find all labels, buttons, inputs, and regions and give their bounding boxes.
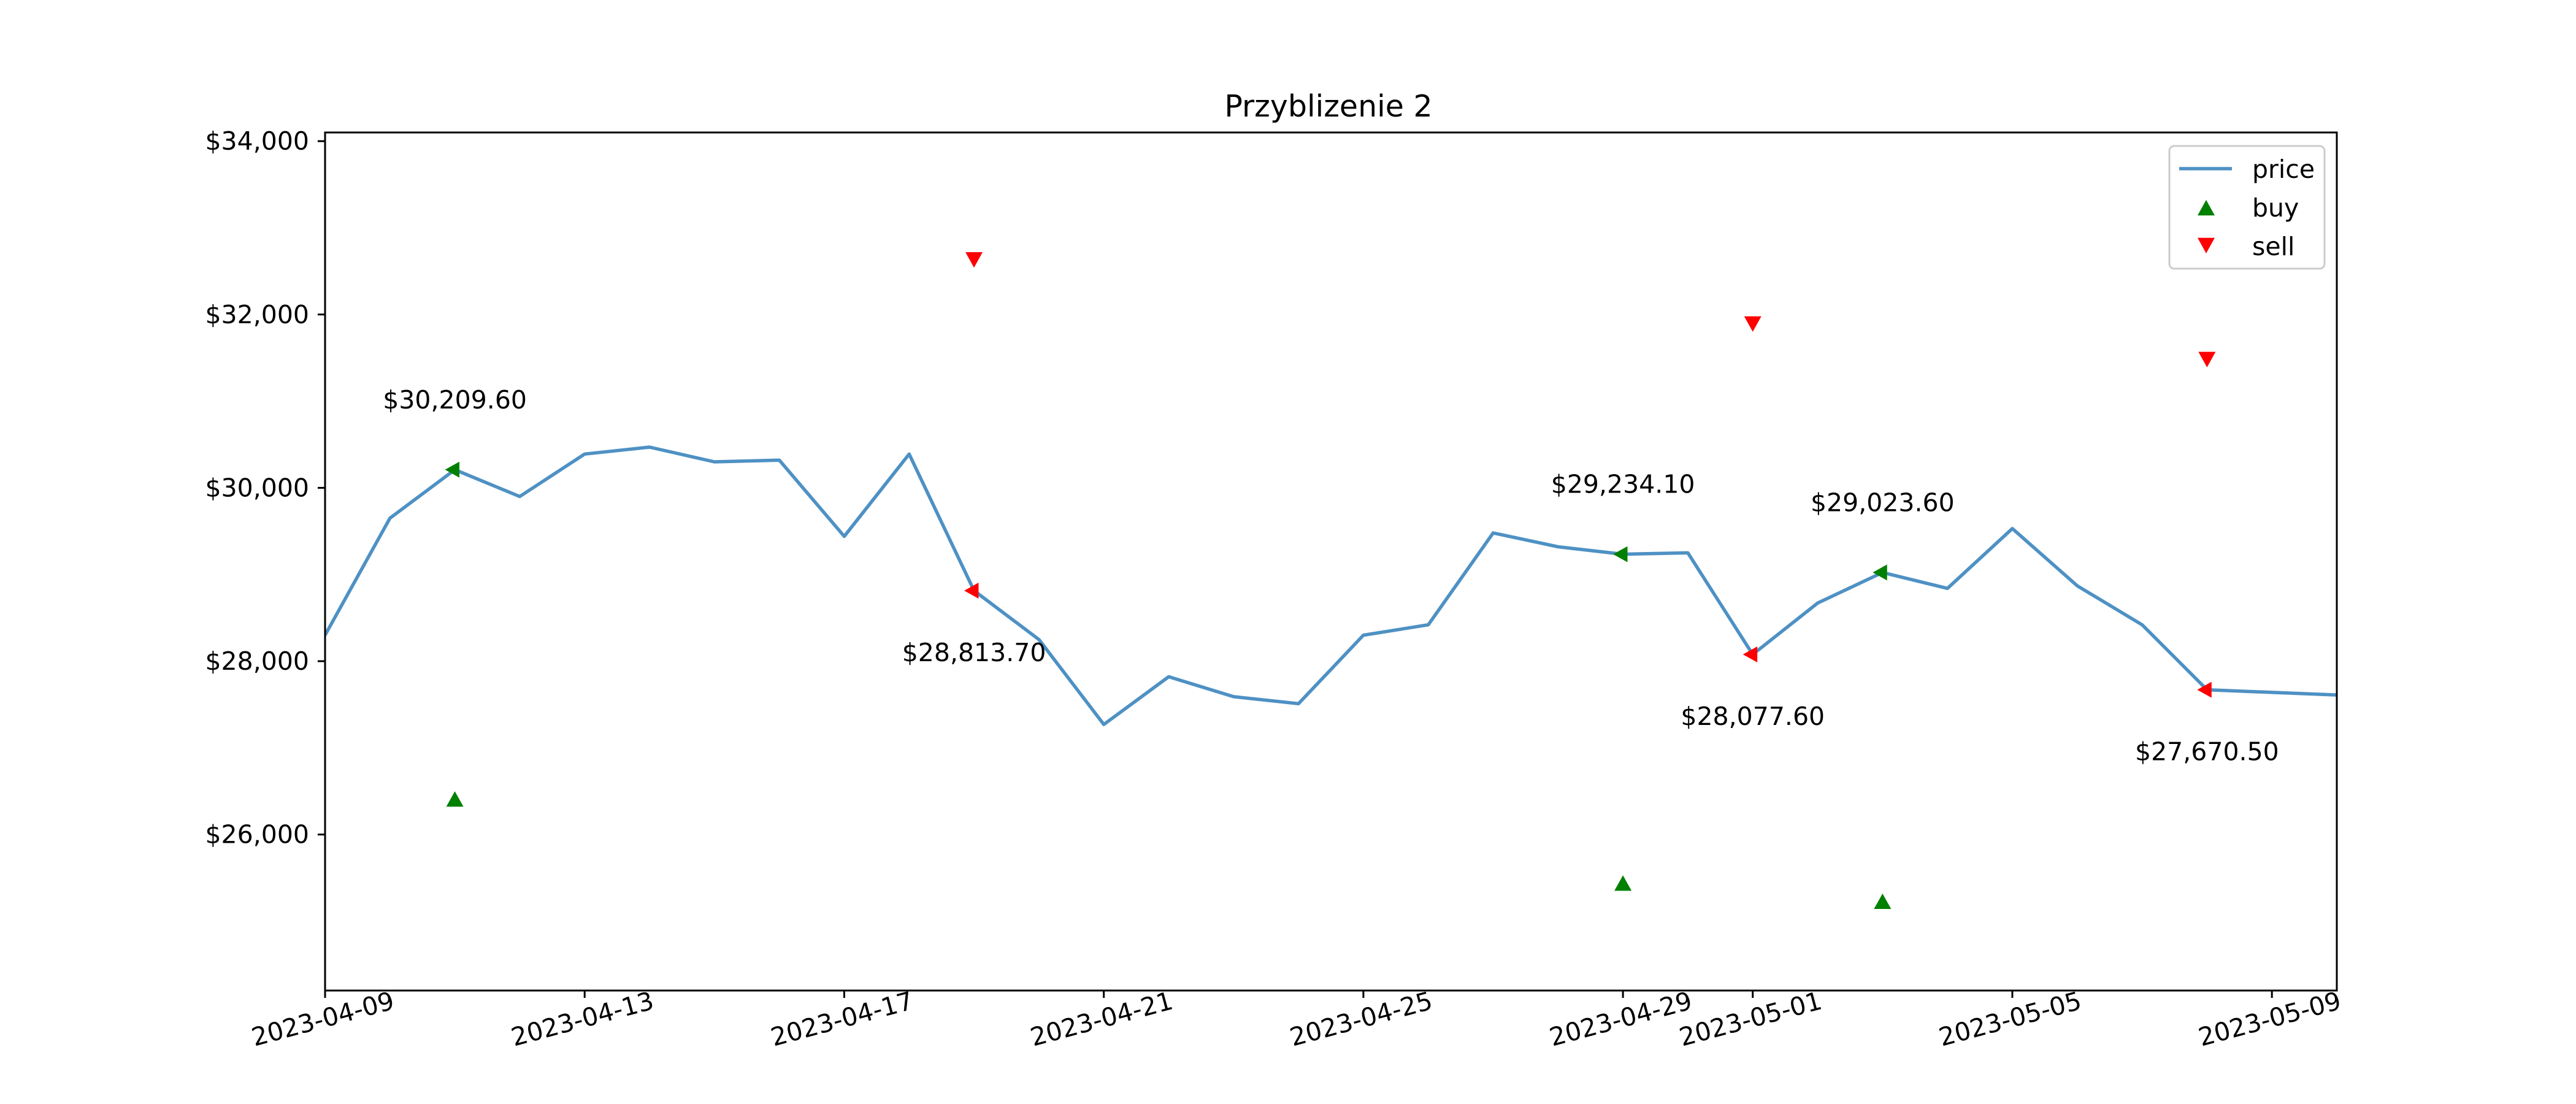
y-tick-label: $28,000 — [205, 646, 309, 676]
legend-label-price: price — [2252, 155, 2315, 184]
legend-swatch-buy — [2198, 200, 2215, 216]
y-tick-label: $26,000 — [205, 820, 309, 849]
buy-marker — [1874, 893, 1892, 910]
price-annotation: $30,209.60 — [383, 385, 527, 415]
y-tick-label: $30,000 — [205, 473, 309, 502]
price-line — [325, 445, 2337, 726]
plot-area: $30,209.60 $28,813.70 $29,234.10 $28,077.60… — [325, 252, 2337, 910]
sell-marker — [2198, 351, 2216, 367]
sell-marker — [1744, 316, 1761, 332]
legend-label-sell: sell — [2252, 232, 2294, 261]
buy-marker — [446, 791, 464, 807]
price-annotation: $28,077.60 — [1681, 702, 1825, 731]
plot-frame — [324, 131, 2338, 992]
price-annotation: $29,234.10 — [1551, 470, 1695, 499]
buy-marker — [1614, 875, 1632, 891]
price-annotation: $27,670.50 — [2135, 737, 2279, 767]
price-point-marker — [2197, 681, 2212, 698]
price-annotation: $29,023.60 — [1811, 488, 1955, 517]
legend: price buy sell — [2168, 145, 2326, 270]
y-tick-label: $32,000 — [205, 300, 309, 329]
chart-title: Przyblizenie 2 — [1224, 89, 1432, 124]
price-point-marker — [445, 461, 460, 478]
y-tick-label: $34,000 — [205, 126, 309, 156]
price-point-marker — [1873, 564, 1887, 581]
sell-marker — [965, 252, 983, 268]
price-point-marker — [1742, 646, 1758, 663]
legend-label-buy: buy — [2252, 193, 2299, 223]
legend-swatch-sell — [2198, 237, 2215, 253]
price-point-marker — [1613, 546, 1628, 562]
price-annotation: $28,813.70 — [902, 638, 1046, 667]
price-point-marker — [964, 583, 979, 599]
